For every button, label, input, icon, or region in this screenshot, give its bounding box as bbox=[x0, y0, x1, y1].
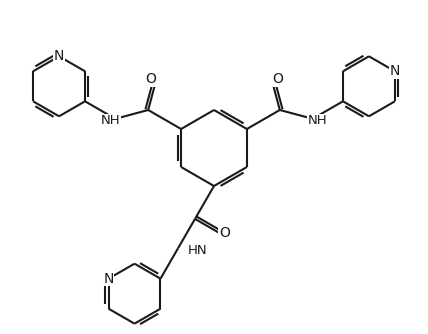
Text: O: O bbox=[219, 226, 230, 240]
Text: O: O bbox=[145, 72, 156, 86]
Text: NH: NH bbox=[308, 114, 327, 127]
Text: N: N bbox=[54, 49, 64, 63]
Text: O: O bbox=[272, 72, 283, 86]
Text: NH: NH bbox=[101, 114, 120, 127]
Text: HN: HN bbox=[188, 244, 208, 257]
Text: N: N bbox=[390, 64, 400, 78]
Text: N: N bbox=[103, 272, 114, 286]
